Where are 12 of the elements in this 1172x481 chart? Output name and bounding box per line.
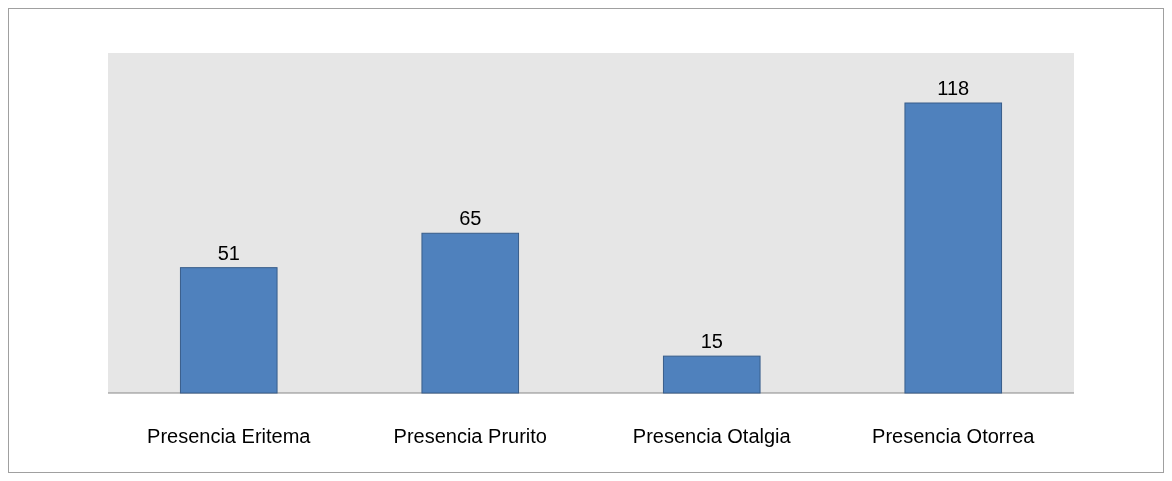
data-label: 51 xyxy=(217,241,240,264)
data-label: 15 xyxy=(700,330,723,353)
bar xyxy=(179,267,278,394)
data-label: 65 xyxy=(459,207,482,230)
bar xyxy=(662,355,761,394)
x-tick-label: Presencia Otalgia xyxy=(632,425,792,447)
x-tick-label: Presencia Otorrea xyxy=(872,425,1036,447)
bar xyxy=(421,232,520,394)
bar xyxy=(904,102,1003,394)
x-tick-label: Presencia Eritema xyxy=(147,425,312,447)
data-label: 118 xyxy=(937,77,970,99)
x-tick-label: Presencia Prurito xyxy=(393,425,547,447)
